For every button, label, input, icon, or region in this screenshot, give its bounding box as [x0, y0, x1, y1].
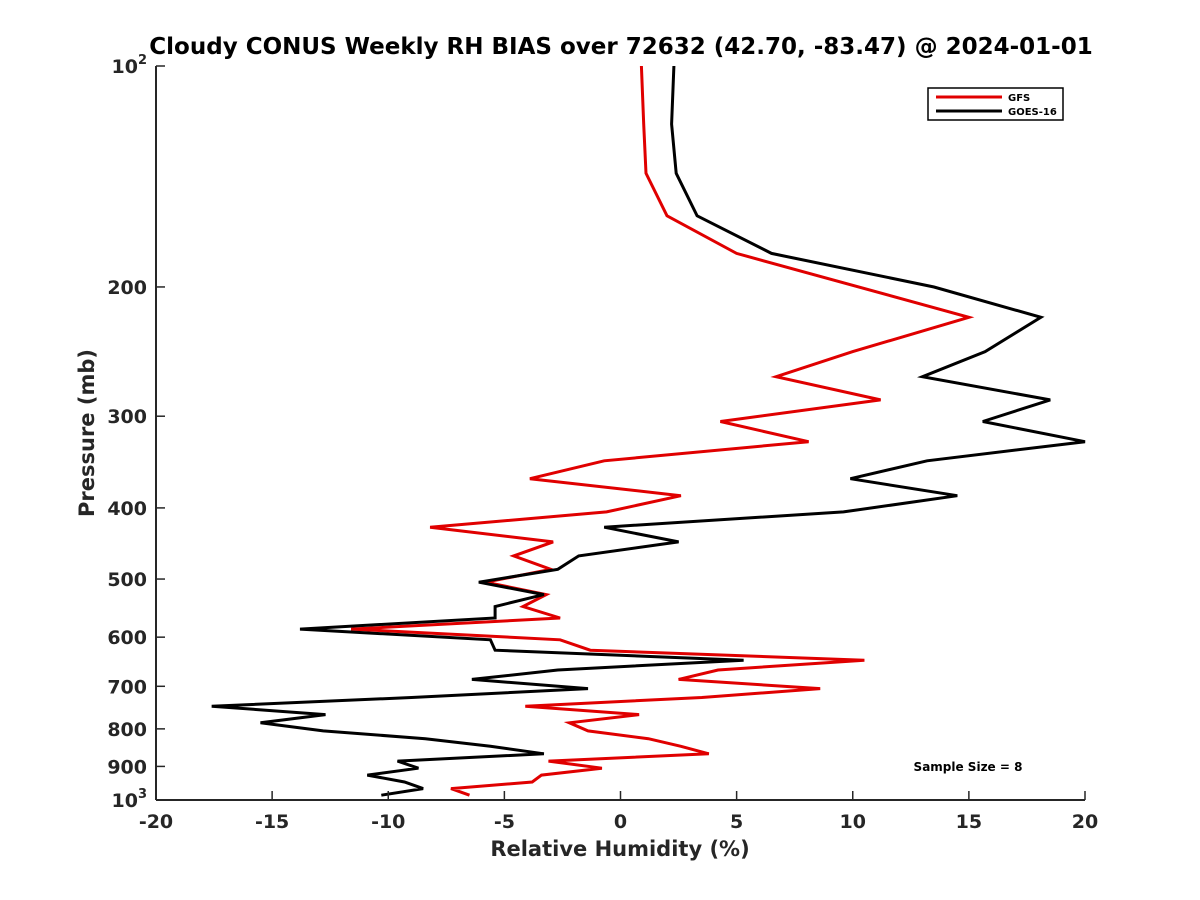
sample-size-annotation: Sample Size = 8: [914, 760, 1023, 774]
y-tick-label-3: 400: [107, 498, 147, 520]
y-tick-label-0: 102: [112, 53, 148, 78]
legend-box: [927, 87, 1064, 121]
y-tick-label-6: 700: [107, 676, 147, 698]
x-tick-label-0: -20: [139, 811, 173, 833]
x-tick-label-5: 5: [730, 811, 743, 833]
plot-area: [155, 65, 1086, 801]
x-tick-label-1: -15: [255, 811, 289, 833]
plot-background: [156, 66, 1085, 800]
y-tick-label-2: 300: [107, 406, 147, 428]
x-axis-ticks: -20 -15 -10 -5 0 5 10 15 20: [139, 791, 1098, 833]
y-tick-label-7: 800: [107, 719, 147, 741]
series-line-goes16: [211, 65, 1086, 797]
legend-label-goes16: GOES-16: [1008, 107, 1057, 118]
x-tick-label-2: -10: [371, 811, 405, 833]
x-tick-label-6: 10: [840, 811, 866, 833]
y-tick-label-1: 200: [107, 277, 147, 299]
chart-title: Cloudy CONUS Weekly RH BIAS over 72632 (…: [149, 34, 1092, 60]
x-tick-label-4: 0: [614, 811, 627, 833]
x-tick-label-7: 15: [956, 811, 982, 833]
y-tick-label-8: 900: [107, 756, 147, 778]
x-tick-label-8: 20: [1072, 811, 1098, 833]
legend: GFS GOES-16: [927, 87, 1064, 121]
x-axis-label: Relative Humidity (%): [490, 837, 749, 861]
x-tick-label-3: -5: [494, 811, 515, 833]
y-tick-label-5: 600: [107, 627, 147, 649]
series-layer: [211, 65, 1086, 797]
y-tick-label-9: 103: [112, 787, 148, 812]
y-axis-label: Pressure (mb): [75, 349, 99, 517]
y-axis-ticks: 102 200 300 400 500 600 700 800 900 103: [107, 53, 165, 812]
legend-label-gfs: GFS: [1008, 93, 1030, 104]
series-line-gfs: [351, 65, 975, 797]
y-tick-label-4: 500: [107, 569, 147, 591]
